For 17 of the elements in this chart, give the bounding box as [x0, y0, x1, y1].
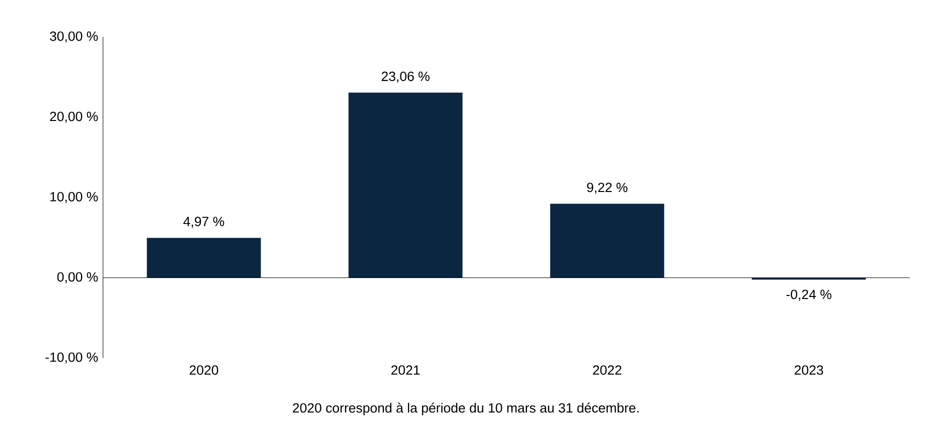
- x-tick-label: 2022: [593, 365, 622, 375]
- bar: [348, 92, 463, 278]
- y-tick-label: 20,00 %: [50, 112, 98, 123]
- text: 2020 correspond à la période du 10 mars au 31 décembre.: [292, 402, 639, 416]
- data-label: -0,24 %: [786, 290, 832, 301]
- bar: [550, 204, 664, 278]
- data-label: 23,06 %: [382, 72, 430, 83]
- bar: [146, 238, 261, 278]
- x-tick-label: 2023: [794, 365, 824, 375]
- y-tick-label: -10,00 %: [46, 352, 98, 364]
- x-tick-label: 2021: [391, 365, 420, 375]
- y-tick-label: 10,00 %: [50, 192, 98, 204]
- data-label: 9,22 %: [587, 182, 628, 194]
- data-label: 4,97 %: [183, 216, 224, 228]
- x-tick-label: 2020: [190, 365, 218, 375]
- y-tick-label: 30,00 %: [50, 31, 98, 43]
- y-tick-label: 0,00 %: [57, 272, 98, 284]
